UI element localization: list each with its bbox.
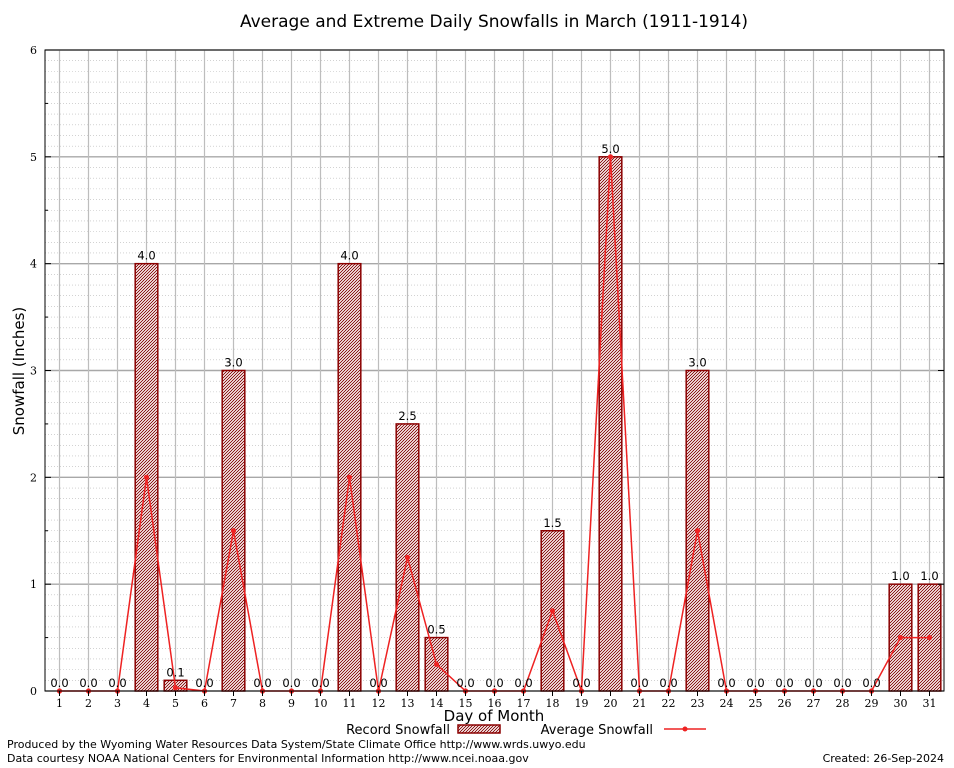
legend-average-marker bbox=[682, 726, 688, 732]
y-axis-label: Snowfall (Inches) bbox=[10, 307, 28, 435]
bar-value-label-day-18: 1.5 bbox=[543, 516, 561, 530]
y-tick-label: 3 bbox=[30, 365, 37, 378]
x-tick-label: 2 bbox=[85, 697, 92, 710]
average-point-day-20 bbox=[607, 154, 614, 160]
average-point-day-31 bbox=[926, 634, 933, 641]
bar-value-label-day-21: 0.0 bbox=[630, 676, 648, 690]
bar-value-label-day-28: 0.0 bbox=[833, 676, 851, 690]
record-bar-day-20 bbox=[598, 156, 623, 692]
footer-data-courtesy: Data courtesy NOAA National Centers for … bbox=[7, 752, 529, 765]
bar-value-label-day-23: 3.0 bbox=[688, 356, 706, 370]
bar-value-label-day-15: 0.0 bbox=[456, 676, 474, 690]
x-tick-label: 29 bbox=[865, 697, 879, 710]
bar-value-label-day-22: 0.0 bbox=[659, 676, 677, 690]
bar-value-label-day-30: 1.0 bbox=[891, 569, 909, 583]
x-tick-label: 8 bbox=[259, 697, 266, 710]
footer-produced-by: Produced by the Wyoming Water Resources … bbox=[7, 738, 586, 751]
x-tick-label: 27 bbox=[807, 697, 821, 710]
x-tick-label: 6 bbox=[201, 697, 208, 710]
x-tick-label: 22 bbox=[662, 697, 676, 710]
x-tick-label: 30 bbox=[894, 697, 908, 710]
average-point-day-14 bbox=[433, 661, 440, 667]
x-tick-label: 31 bbox=[923, 697, 937, 710]
bar-value-label-day-29: 0.0 bbox=[862, 676, 880, 690]
y-tick-label: 4 bbox=[30, 258, 37, 271]
bar-value-label-day-17: 0.0 bbox=[514, 676, 532, 690]
bar-value-label-day-1: 0.0 bbox=[50, 676, 68, 690]
bar-value-label-day-19: 0.0 bbox=[572, 676, 590, 690]
bar-value-label-day-6: 0.0 bbox=[195, 676, 213, 690]
x-tick-label: 19 bbox=[575, 697, 589, 710]
bar-value-label-day-31: 1.0 bbox=[920, 569, 938, 583]
x-tick-label: 4 bbox=[143, 697, 150, 710]
bar-value-label-day-10: 0.0 bbox=[311, 676, 329, 690]
x-tick-label: 15 bbox=[459, 697, 473, 710]
legend-average-label: Average Snowfall bbox=[541, 723, 653, 738]
average-point-day-18 bbox=[549, 608, 556, 614]
x-tick-label: 28 bbox=[836, 697, 850, 710]
x-tick-label: 21 bbox=[633, 697, 647, 710]
bar-value-label-day-24: 0.0 bbox=[717, 676, 735, 690]
y-tick-label: 0 bbox=[30, 685, 37, 698]
x-tick-label: 9 bbox=[288, 697, 295, 710]
bar-value-label-day-8: 0.0 bbox=[253, 676, 271, 690]
bar-value-label-day-13: 2.5 bbox=[398, 409, 416, 423]
x-tick-label: 26 bbox=[778, 697, 792, 710]
x-tick-label: 20 bbox=[604, 697, 618, 710]
x-tick-label: 7 bbox=[230, 697, 237, 710]
x-tick-label: 10 bbox=[314, 697, 328, 710]
bar-value-labels: 0.0 0.0 0.0 4.0 0.1 0.0 3.0 0.0 0.0 0.0 4.0 0.0 2.5 0… bbox=[50, 142, 938, 690]
x-tick-label: 23 bbox=[691, 697, 705, 710]
average-point-day-13 bbox=[404, 554, 411, 561]
x-tick-label: 12 bbox=[372, 697, 386, 710]
legend: Record Snowfall Average Snowfall bbox=[346, 723, 706, 738]
x-tick-label: 16 bbox=[488, 697, 502, 710]
bar-value-label-day-16: 0.0 bbox=[485, 676, 503, 690]
footer-created-date: Created: 26-Sep-2024 bbox=[823, 752, 944, 765]
bar-value-label-day-5: 0.1 bbox=[166, 665, 184, 679]
bar-value-label-day-27: 0.0 bbox=[804, 676, 822, 690]
bar-value-label-day-26: 0.0 bbox=[775, 676, 793, 690]
x-tick-label: 13 bbox=[401, 697, 415, 710]
bar-value-label-day-11: 4.0 bbox=[340, 249, 358, 263]
x-axis-label: Day of Month bbox=[444, 707, 545, 725]
x-tick-label: 25 bbox=[749, 697, 763, 710]
y-tick-label: 6 bbox=[30, 44, 37, 57]
legend-record-label: Record Snowfall bbox=[346, 723, 450, 738]
bar-value-label-day-20: 5.0 bbox=[601, 142, 619, 156]
x-tick-label: 3 bbox=[114, 697, 121, 710]
bar-value-label-day-14: 0.5 bbox=[427, 623, 445, 637]
y-tick-label: 2 bbox=[30, 471, 37, 484]
chart-title: Average and Extreme Daily Snowfalls in M… bbox=[240, 12, 748, 32]
average-point-day-4 bbox=[143, 474, 150, 480]
bar-value-label-day-7: 3.0 bbox=[224, 356, 242, 370]
legend-record-swatch bbox=[457, 724, 501, 734]
y-tick-label: 5 bbox=[30, 151, 37, 164]
bar-value-label-day-12: 0.0 bbox=[369, 676, 387, 690]
y-tick-label: 1 bbox=[30, 578, 37, 591]
bar-value-label-day-25: 0.0 bbox=[746, 676, 764, 690]
average-point-day-23 bbox=[694, 528, 701, 534]
bar-value-label-day-3: 0.0 bbox=[108, 676, 126, 690]
bar-value-label-day-9: 0.0 bbox=[282, 676, 300, 690]
x-tick-label: 24 bbox=[720, 697, 734, 710]
average-point-day-5 bbox=[172, 685, 179, 691]
average-point-day-7 bbox=[230, 528, 237, 534]
x-tick-label: 18 bbox=[546, 697, 560, 710]
bar-value-label-day-2: 0.0 bbox=[79, 676, 97, 690]
average-point-day-11 bbox=[346, 474, 353, 480]
x-tick-label: 1 bbox=[56, 697, 63, 710]
x-tick-label: 17 bbox=[517, 697, 531, 710]
average-point-day-30 bbox=[897, 634, 904, 641]
x-tick-label: 11 bbox=[343, 697, 357, 710]
bar-value-label-day-4: 4.0 bbox=[137, 249, 155, 263]
grid bbox=[45, 49, 944, 692]
x-tick-label: 5 bbox=[172, 697, 179, 710]
x-tick-label: 14 bbox=[430, 697, 444, 710]
